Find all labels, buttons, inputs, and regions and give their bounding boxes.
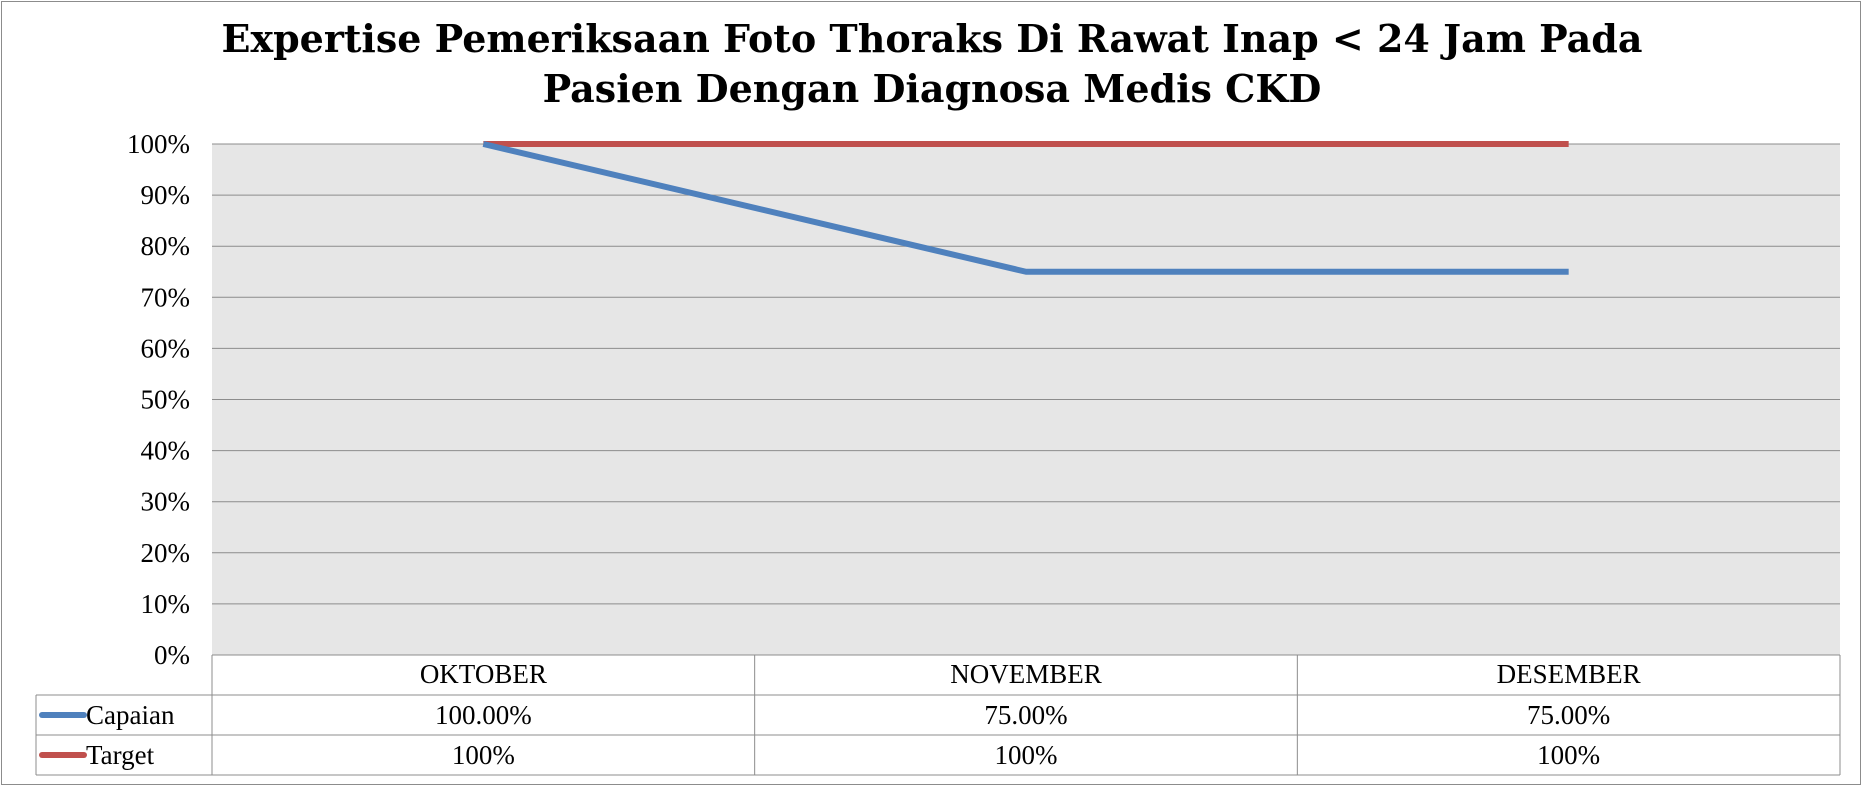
data-table-value: 100%: [452, 740, 515, 770]
y-tick-label: 70%: [141, 282, 191, 312]
chart-title-line-1: Expertise Pemeriksaan Foto Thoraks Di Ra…: [221, 16, 1643, 61]
chart-title-line-2: Pasien Dengan Diagnosa Medis CKD: [542, 66, 1322, 111]
y-tick-label: 60%: [141, 333, 191, 363]
y-tick-label: 80%: [141, 231, 191, 261]
y-tick-label: 30%: [141, 487, 191, 517]
series-line-capaian: [482, 141, 1569, 275]
y-tick-label: 50%: [141, 385, 191, 415]
y-tick-label: 0%: [154, 640, 190, 670]
y-tick-label: 90%: [141, 180, 191, 210]
y-tick-label: 10%: [141, 589, 191, 619]
data-table-value: 100%: [1537, 740, 1600, 770]
data-table-value: 100%: [995, 740, 1058, 770]
y-tick-label: 40%: [141, 436, 191, 466]
x-category-label: NOVEMBER: [950, 659, 1102, 689]
legend-label-capaian: Capaian: [86, 700, 175, 730]
data-table-value: 75.00%: [1527, 700, 1610, 730]
y-tick-label: 100%: [127, 129, 190, 159]
data-table-value: 100.00%: [435, 700, 532, 730]
x-category-label: OKTOBER: [420, 659, 547, 689]
chart-title: Expertise Pemeriksaan Foto Thoraks Di Ra…: [0, 14, 1864, 114]
x-category-label: DESEMBER: [1497, 659, 1641, 689]
y-tick-label: 20%: [141, 538, 191, 568]
legend-label-target: Target: [86, 740, 155, 770]
data-table-value: 75.00%: [984, 700, 1067, 730]
